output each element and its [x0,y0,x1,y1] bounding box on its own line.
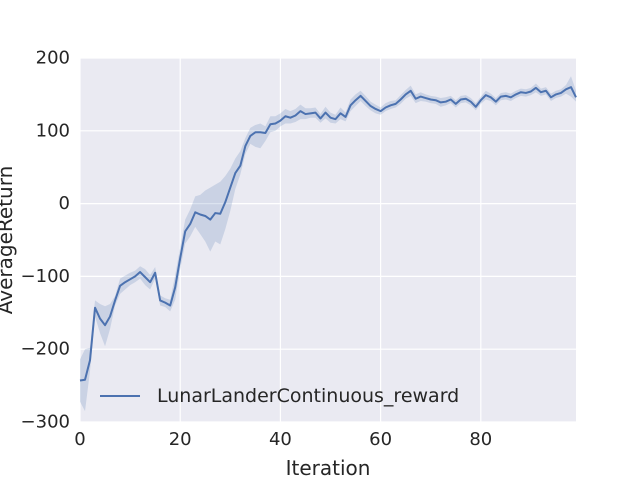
plot-background [80,58,576,422]
y-tick-label: −200 [21,339,70,360]
y-tick-label: 0 [59,193,70,214]
x-tick-label: 60 [369,429,392,450]
y-tick-label: −100 [21,266,70,287]
grid-lines [79,57,576,423]
y-tick-label: 200 [36,48,70,69]
series-line-group [79,86,577,382]
x-tick-label: 20 [169,429,192,450]
series-line [79,86,577,382]
x-tick-labels: 0 20 40 60 80 [74,429,492,450]
legend-entry-label: LunarLanderContinuous_reward [157,385,459,407]
legend: LunarLanderContinuous_reward [100,385,459,407]
y-axis-label: AverageReturn [0,166,17,315]
x-tick-label: 0 [74,429,85,450]
x-axis-label: Iteration [286,456,371,480]
x-tick-label: 80 [469,429,492,450]
y-tick-label: −300 [21,412,70,433]
y-tick-labels: −300 −200 −100 0 100 200 [21,48,70,433]
y-tick-label: 100 [36,120,70,141]
x-tick-label: 40 [269,429,292,450]
